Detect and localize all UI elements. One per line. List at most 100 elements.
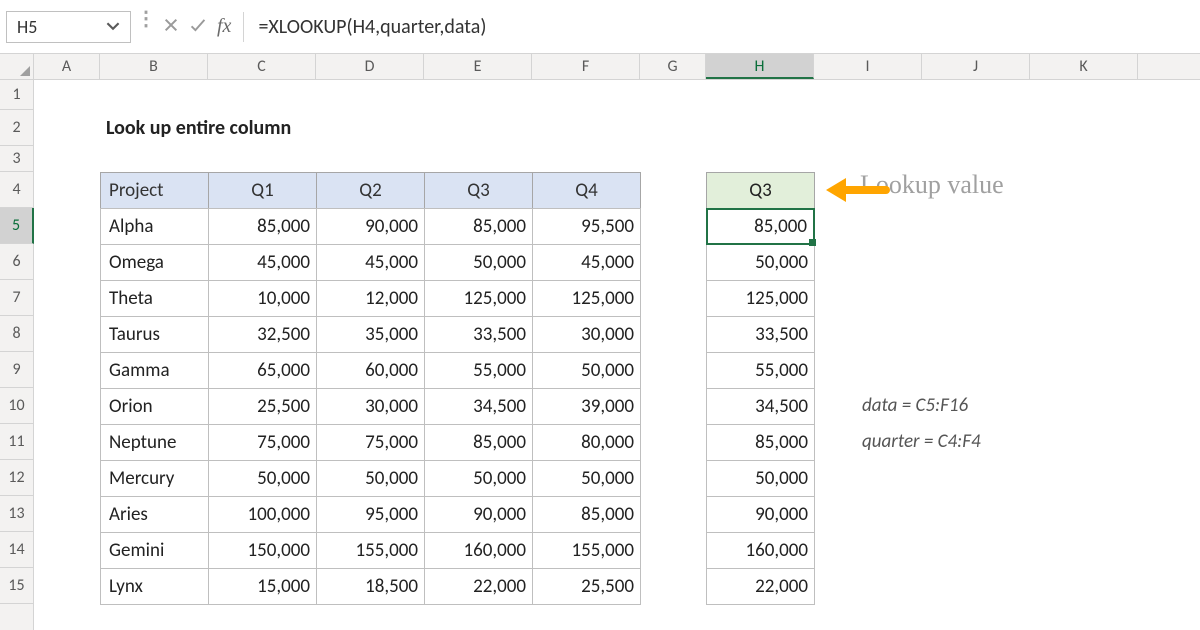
column-header-D[interactable]: D: [316, 54, 424, 79]
column-header-C[interactable]: C: [208, 54, 316, 79]
data-cell[interactable]: 50,000: [316, 460, 425, 497]
data-cell[interactable]: 125,000: [532, 280, 641, 317]
data-cell[interactable]: 33,500: [424, 316, 533, 353]
row-header-2[interactable]: 2: [0, 110, 33, 146]
result-cell[interactable]: 50,000: [706, 460, 815, 497]
project-name-cell[interactable]: Aries: [100, 496, 209, 533]
row-header-9[interactable]: 9: [0, 352, 33, 388]
row-header-8[interactable]: 8: [0, 316, 33, 352]
column-header-B[interactable]: B: [100, 54, 208, 79]
data-cell[interactable]: 25,500: [532, 568, 641, 605]
table-header-Q3[interactable]: Q3: [424, 172, 533, 209]
row-header-6[interactable]: 6: [0, 244, 33, 280]
data-cell[interactable]: 50,000: [208, 460, 317, 497]
data-cell[interactable]: 75,000: [208, 424, 317, 461]
result-cell[interactable]: 55,000: [706, 352, 815, 389]
cells-area[interactable]: Look up entire columnProjectQ1Q2Q3Q4Alph…: [34, 80, 1200, 630]
data-cell[interactable]: 150,000: [208, 532, 317, 569]
row-header-12[interactable]: 12: [0, 460, 33, 496]
column-header-J[interactable]: J: [922, 54, 1030, 79]
row-header-3[interactable]: 3: [0, 146, 33, 172]
data-cell[interactable]: 85,000: [424, 424, 533, 461]
data-cell[interactable]: 12,000: [316, 280, 425, 317]
data-cell[interactable]: 10,000: [208, 280, 317, 317]
data-cell[interactable]: 45,000: [532, 244, 641, 281]
lookup-value-cell[interactable]: Q3: [706, 172, 815, 209]
data-cell[interactable]: 60,000: [316, 352, 425, 389]
cancel-icon[interactable]: [163, 16, 179, 38]
result-cell[interactable]: 160,000: [706, 532, 815, 569]
row-header-5[interactable]: 5: [0, 208, 34, 244]
chevron-down-icon[interactable]: [106, 16, 120, 38]
data-cell[interactable]: 155,000: [316, 532, 425, 569]
enter-icon[interactable]: [189, 16, 207, 38]
data-cell[interactable]: 65,000: [208, 352, 317, 389]
result-cell[interactable]: 33,500: [706, 316, 815, 353]
fx-icon[interactable]: fx: [217, 15, 231, 38]
data-cell[interactable]: 30,000: [316, 388, 425, 425]
data-cell[interactable]: 25,500: [208, 388, 317, 425]
name-box[interactable]: H5: [6, 11, 131, 43]
data-cell[interactable]: 15,000: [208, 568, 317, 605]
project-name-cell[interactable]: Alpha: [100, 208, 209, 245]
project-name-cell[interactable]: Orion: [100, 388, 209, 425]
column-header-A[interactable]: A: [34, 54, 100, 79]
column-header-H[interactable]: H: [706, 54, 814, 79]
project-name-cell[interactable]: Neptune: [100, 424, 209, 461]
table-header-Q2[interactable]: Q2: [316, 172, 425, 209]
data-cell[interactable]: 30,000: [532, 316, 641, 353]
data-cell[interactable]: 80,000: [532, 424, 641, 461]
data-cell[interactable]: 85,000: [424, 208, 533, 245]
data-cell[interactable]: 95,000: [316, 496, 425, 533]
project-name-cell[interactable]: Gemini: [100, 532, 209, 569]
data-cell[interactable]: 100,000: [208, 496, 317, 533]
project-name-cell[interactable]: Mercury: [100, 460, 209, 497]
data-cell[interactable]: 90,000: [316, 208, 425, 245]
formula-input[interactable]: =XLOOKUP(H4,quarter,data): [258, 15, 486, 39]
data-cell[interactable]: 22,000: [424, 568, 533, 605]
row-header-14[interactable]: 14: [0, 532, 33, 568]
select-all-corner[interactable]: [0, 54, 34, 79]
row-header-4[interactable]: 4: [0, 172, 33, 208]
row-header-11[interactable]: 11: [0, 424, 33, 460]
result-cell[interactable]: 125,000: [706, 280, 815, 317]
result-cell[interactable]: 34,500: [706, 388, 815, 425]
column-header-K[interactable]: K: [1030, 54, 1138, 79]
data-cell[interactable]: 155,000: [532, 532, 641, 569]
data-cell[interactable]: 50,000: [424, 244, 533, 281]
data-cell[interactable]: 35,000: [316, 316, 425, 353]
fill-handle[interactable]: [809, 239, 816, 246]
column-header-G[interactable]: G: [640, 54, 706, 79]
table-header-project[interactable]: Project: [100, 172, 209, 209]
data-cell[interactable]: 39,000: [532, 388, 641, 425]
data-cell[interactable]: 85,000: [532, 496, 641, 533]
data-cell[interactable]: 95,500: [532, 208, 641, 245]
result-cell[interactable]: 85,000: [706, 424, 815, 461]
data-cell[interactable]: 34,500: [424, 388, 533, 425]
data-cell[interactable]: 125,000: [424, 280, 533, 317]
data-cell[interactable]: 160,000: [424, 532, 533, 569]
result-cell[interactable]: 50,000: [706, 244, 815, 281]
data-cell[interactable]: 32,500: [208, 316, 317, 353]
row-header-1[interactable]: 1: [0, 80, 33, 110]
data-cell[interactable]: 18,500: [316, 568, 425, 605]
row-header-10[interactable]: 10: [0, 388, 33, 424]
project-name-cell[interactable]: Omega: [100, 244, 209, 281]
project-name-cell[interactable]: Taurus: [100, 316, 209, 353]
project-name-cell[interactable]: Gamma: [100, 352, 209, 389]
table-header-Q1[interactable]: Q1: [208, 172, 317, 209]
column-header-I[interactable]: I: [814, 54, 922, 79]
project-name-cell[interactable]: Theta: [100, 280, 209, 317]
data-cell[interactable]: 85,000: [208, 208, 317, 245]
column-header-F[interactable]: F: [532, 54, 640, 79]
result-cell[interactable]: 22,000: [706, 568, 815, 605]
data-cell[interactable]: 75,000: [316, 424, 425, 461]
table-header-Q4[interactable]: Q4: [532, 172, 641, 209]
column-header-E[interactable]: E: [424, 54, 532, 79]
data-cell[interactable]: 50,000: [532, 460, 641, 497]
project-name-cell[interactable]: Lynx: [100, 568, 209, 605]
data-cell[interactable]: 55,000: [424, 352, 533, 389]
result-cell[interactable]: 90,000: [706, 496, 815, 533]
row-header-15[interactable]: 15: [0, 568, 33, 604]
active-cell[interactable]: 85,000: [706, 208, 815, 245]
